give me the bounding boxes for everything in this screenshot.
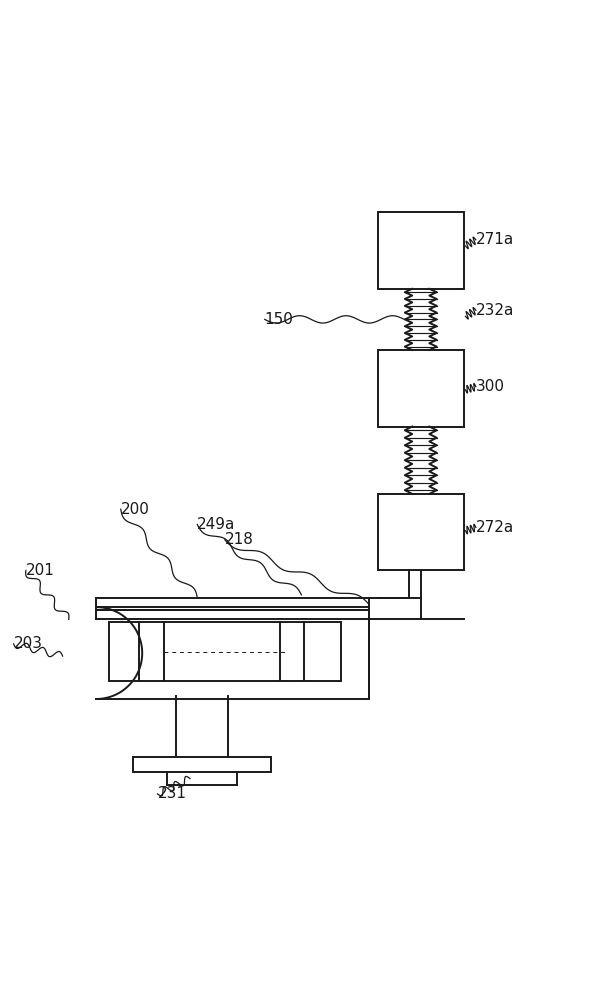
Text: 271a: 271a — [476, 232, 514, 247]
Text: 249a: 249a — [197, 517, 236, 532]
Bar — [378, 212, 464, 289]
Bar — [108, 622, 341, 681]
Text: 232a: 232a — [476, 303, 514, 318]
Text: 150: 150 — [264, 312, 293, 327]
Text: 272a: 272a — [476, 520, 514, 535]
Text: 218: 218 — [225, 532, 254, 547]
Text: 201: 201 — [26, 563, 55, 578]
Text: 203: 203 — [14, 636, 42, 651]
Text: 200: 200 — [121, 502, 149, 517]
Bar — [378, 494, 464, 570]
Bar — [378, 350, 464, 427]
Text: 300: 300 — [476, 379, 505, 394]
Text: 231: 231 — [157, 786, 186, 801]
Bar — [133, 757, 271, 772]
